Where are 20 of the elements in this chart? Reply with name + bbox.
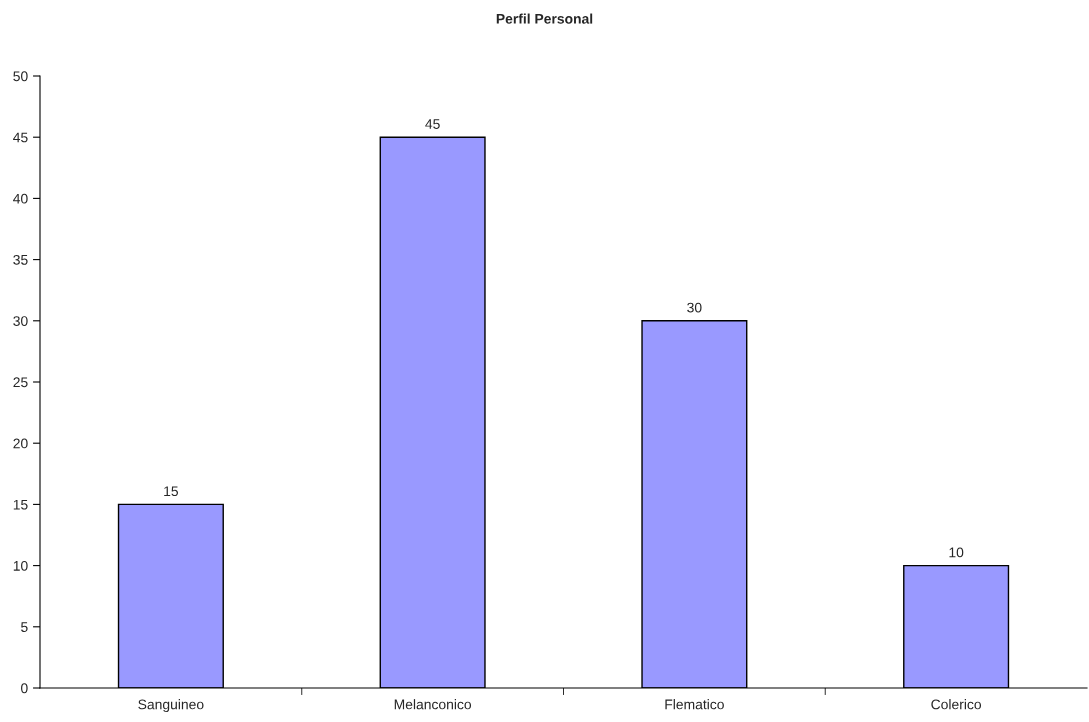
y-tick-label: 35	[13, 254, 28, 265]
x-tick-label: Flematico	[665, 699, 724, 710]
data-label: 15	[164, 486, 179, 497]
data-label: 45	[425, 119, 440, 129]
data-label: 10	[949, 547, 964, 558]
y-tick-label: 20	[13, 438, 28, 449]
y-tick-label: 0	[21, 683, 28, 694]
x-tick-label: Melanconico	[394, 699, 472, 710]
y-tick-label: 50	[13, 71, 28, 82]
y-tick-label: 25	[13, 377, 28, 388]
y-tick-label: 40	[13, 193, 28, 204]
y-tick-label: 30	[13, 316, 28, 326]
y-tick-label: 15	[13, 499, 28, 510]
data-label: 30	[687, 302, 702, 313]
x-tick-label: Colerico	[931, 699, 982, 710]
x-tick-label: Sanguineo	[138, 699, 204, 713]
y-tick-label: 10	[13, 560, 28, 571]
chart-title: Perfil Personal	[496, 13, 593, 24]
y-tick-label: 5	[21, 622, 28, 632]
y-tick-label: 45	[13, 132, 28, 143]
